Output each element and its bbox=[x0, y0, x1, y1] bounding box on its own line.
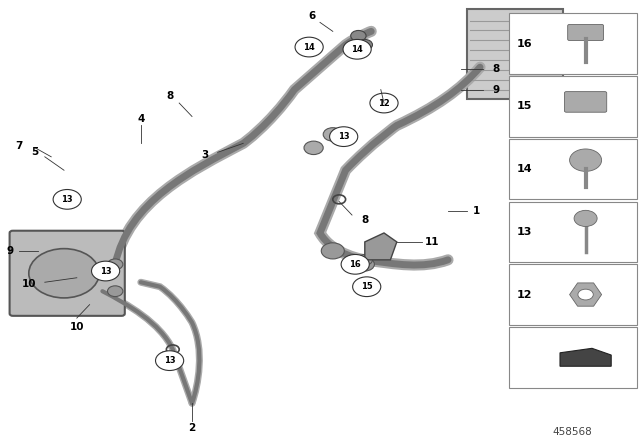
Circle shape bbox=[321, 243, 344, 259]
Text: 8: 8 bbox=[492, 65, 500, 74]
Text: 9: 9 bbox=[492, 85, 500, 95]
Circle shape bbox=[341, 254, 369, 274]
Circle shape bbox=[330, 127, 358, 146]
Text: 13: 13 bbox=[61, 195, 73, 204]
FancyBboxPatch shape bbox=[509, 76, 637, 137]
Text: 10: 10 bbox=[22, 280, 36, 289]
Circle shape bbox=[304, 141, 323, 155]
FancyBboxPatch shape bbox=[10, 231, 125, 316]
Circle shape bbox=[343, 39, 371, 59]
Circle shape bbox=[570, 149, 602, 172]
Text: 8: 8 bbox=[166, 91, 173, 101]
Text: 12: 12 bbox=[378, 99, 390, 108]
Text: 7: 7 bbox=[15, 141, 23, 151]
Text: 458568: 458568 bbox=[553, 427, 593, 437]
Text: 13: 13 bbox=[516, 227, 532, 237]
FancyBboxPatch shape bbox=[509, 139, 637, 199]
Circle shape bbox=[351, 30, 366, 41]
Text: 5: 5 bbox=[31, 147, 39, 157]
FancyBboxPatch shape bbox=[509, 13, 637, 74]
Polygon shape bbox=[365, 233, 397, 260]
Circle shape bbox=[574, 211, 597, 227]
Text: 14: 14 bbox=[303, 43, 315, 52]
Text: 4: 4 bbox=[137, 114, 145, 124]
Text: 13: 13 bbox=[100, 267, 111, 276]
Circle shape bbox=[372, 95, 396, 111]
Circle shape bbox=[353, 277, 381, 297]
Text: 8: 8 bbox=[361, 215, 369, 224]
Text: 11: 11 bbox=[425, 237, 439, 247]
Circle shape bbox=[357, 39, 372, 50]
Text: 13: 13 bbox=[164, 356, 175, 365]
Circle shape bbox=[29, 249, 99, 298]
Circle shape bbox=[578, 289, 593, 300]
Text: 6: 6 bbox=[308, 11, 316, 21]
Circle shape bbox=[357, 254, 372, 265]
Text: 15: 15 bbox=[516, 101, 532, 112]
Circle shape bbox=[370, 93, 398, 113]
Text: 2: 2 bbox=[188, 423, 196, 433]
Circle shape bbox=[53, 190, 81, 209]
Text: 1: 1 bbox=[473, 206, 481, 215]
Text: 3: 3 bbox=[201, 150, 209, 159]
FancyBboxPatch shape bbox=[568, 24, 604, 41]
Circle shape bbox=[156, 351, 184, 370]
Polygon shape bbox=[570, 283, 602, 306]
Text: 16: 16 bbox=[349, 260, 361, 269]
Text: 14: 14 bbox=[516, 164, 532, 174]
Text: 9: 9 bbox=[6, 246, 13, 256]
Text: 14: 14 bbox=[351, 45, 363, 54]
Circle shape bbox=[108, 286, 123, 297]
Text: 13: 13 bbox=[338, 132, 349, 141]
Circle shape bbox=[108, 259, 123, 270]
Text: 12: 12 bbox=[516, 289, 532, 300]
Text: 16: 16 bbox=[516, 39, 532, 49]
Circle shape bbox=[355, 258, 374, 271]
Circle shape bbox=[323, 128, 342, 141]
FancyBboxPatch shape bbox=[564, 92, 607, 112]
Text: 10: 10 bbox=[70, 322, 84, 332]
FancyBboxPatch shape bbox=[467, 9, 563, 99]
Polygon shape bbox=[560, 349, 611, 366]
FancyBboxPatch shape bbox=[509, 264, 637, 325]
Text: 15: 15 bbox=[361, 282, 372, 291]
FancyBboxPatch shape bbox=[509, 327, 637, 388]
Circle shape bbox=[92, 261, 120, 281]
Circle shape bbox=[295, 37, 323, 57]
FancyBboxPatch shape bbox=[509, 202, 637, 262]
